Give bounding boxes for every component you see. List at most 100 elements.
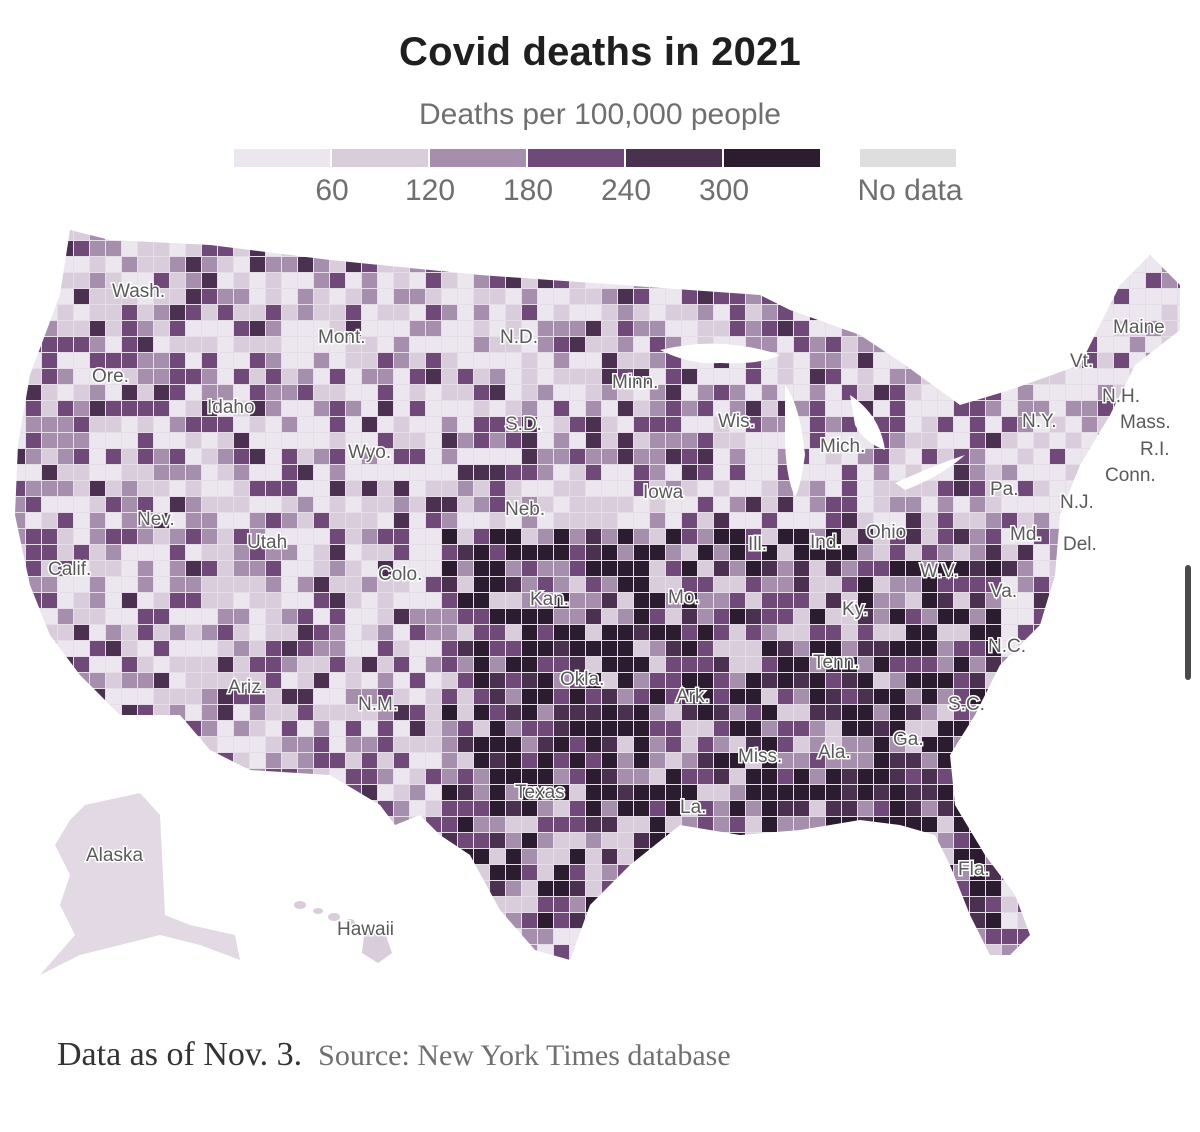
county-cell <box>1018 577 1033 592</box>
county-cell <box>890 913 905 928</box>
county-cell <box>602 801 617 816</box>
county-cell <box>42 849 57 864</box>
county-cell <box>154 401 169 416</box>
county-cell <box>410 689 425 704</box>
county-cell <box>394 705 409 720</box>
county-cell <box>1018 497 1033 512</box>
county-cell <box>394 417 409 432</box>
county-cell <box>250 273 265 288</box>
county-cell <box>1146 529 1161 544</box>
county-cell <box>762 369 777 384</box>
county-cell <box>138 561 153 576</box>
county-cell <box>746 705 761 720</box>
county-cell <box>410 241 425 256</box>
county-cell <box>1050 817 1065 832</box>
county-cell <box>186 849 201 864</box>
county-cell <box>1018 961 1033 976</box>
county-cell <box>1066 241 1081 256</box>
county-cell <box>362 257 377 272</box>
county-cell <box>442 497 457 512</box>
county-cell <box>762 545 777 560</box>
county-cell <box>1034 929 1049 944</box>
county-cell <box>186 230 201 240</box>
county-cell <box>410 881 425 896</box>
county-cell <box>42 641 57 656</box>
county-cell <box>298 257 313 272</box>
county-cell <box>394 353 409 368</box>
county-cell <box>554 465 569 480</box>
county-cell <box>922 513 937 528</box>
county-cell <box>138 433 153 448</box>
county-cell <box>1066 721 1081 736</box>
county-cell <box>874 545 889 560</box>
county-cell <box>1130 913 1145 928</box>
county-cell <box>186 673 201 688</box>
county-cell <box>986 785 1001 800</box>
county-cell <box>90 721 105 736</box>
county-cell <box>714 241 729 256</box>
county-cell <box>122 689 137 704</box>
county-cell <box>122 545 137 560</box>
county-cell <box>906 673 921 688</box>
county-cell <box>858 705 873 720</box>
county-cell <box>698 913 713 928</box>
county-cell <box>634 865 649 880</box>
county-cell <box>634 529 649 544</box>
county-cell <box>298 657 313 672</box>
county-cell <box>858 849 873 864</box>
county-cell <box>1130 721 1145 736</box>
county-cell <box>106 321 121 336</box>
county-cell <box>1130 353 1145 368</box>
county-cell <box>378 641 393 656</box>
county-cell <box>1050 289 1065 304</box>
county-cell <box>1178 913 1180 928</box>
county-cell <box>42 401 57 416</box>
county-cell <box>1098 641 1113 656</box>
county-cell <box>570 593 585 608</box>
county-cell <box>890 257 905 272</box>
county-cell <box>426 545 441 560</box>
county-cell <box>938 289 953 304</box>
county-cell <box>874 577 889 592</box>
county-cell <box>15 625 25 640</box>
county-cell <box>1098 513 1113 528</box>
county-cell <box>634 945 649 960</box>
county-cell <box>474 230 489 240</box>
county-cell <box>842 673 857 688</box>
county-cell <box>746 673 761 688</box>
county-cell <box>506 785 521 800</box>
county-cell <box>586 497 601 512</box>
county-cell <box>234 625 249 640</box>
county-cell <box>74 449 89 464</box>
county-cell <box>762 721 777 736</box>
legend-swatch-3 <box>430 149 526 167</box>
county-cell <box>394 321 409 336</box>
county-cell <box>682 897 697 912</box>
county-cell <box>522 305 537 320</box>
county-cell <box>378 705 393 720</box>
county-cell <box>474 689 489 704</box>
county-cell <box>586 641 601 656</box>
county-cell <box>122 465 137 480</box>
county-cell <box>714 689 729 704</box>
county-cell <box>906 657 921 672</box>
county-cell <box>650 641 665 656</box>
county-cell <box>858 737 873 752</box>
county-cell <box>474 881 489 896</box>
county-cell <box>954 897 969 912</box>
scrollbar-thumb[interactable] <box>1185 565 1191 680</box>
county-cell <box>362 785 377 800</box>
county-cell <box>346 769 361 784</box>
county-cell <box>1162 337 1177 352</box>
county-cell <box>378 673 393 688</box>
county-cell <box>650 417 665 432</box>
county-cell <box>954 641 969 656</box>
county-cell <box>378 241 393 256</box>
county-cell <box>1050 497 1065 512</box>
county-cell <box>730 513 745 528</box>
county-cell <box>586 289 601 304</box>
county-cell <box>618 641 633 656</box>
county-cell <box>410 817 425 832</box>
county-cell <box>634 577 649 592</box>
county-cell <box>346 737 361 752</box>
